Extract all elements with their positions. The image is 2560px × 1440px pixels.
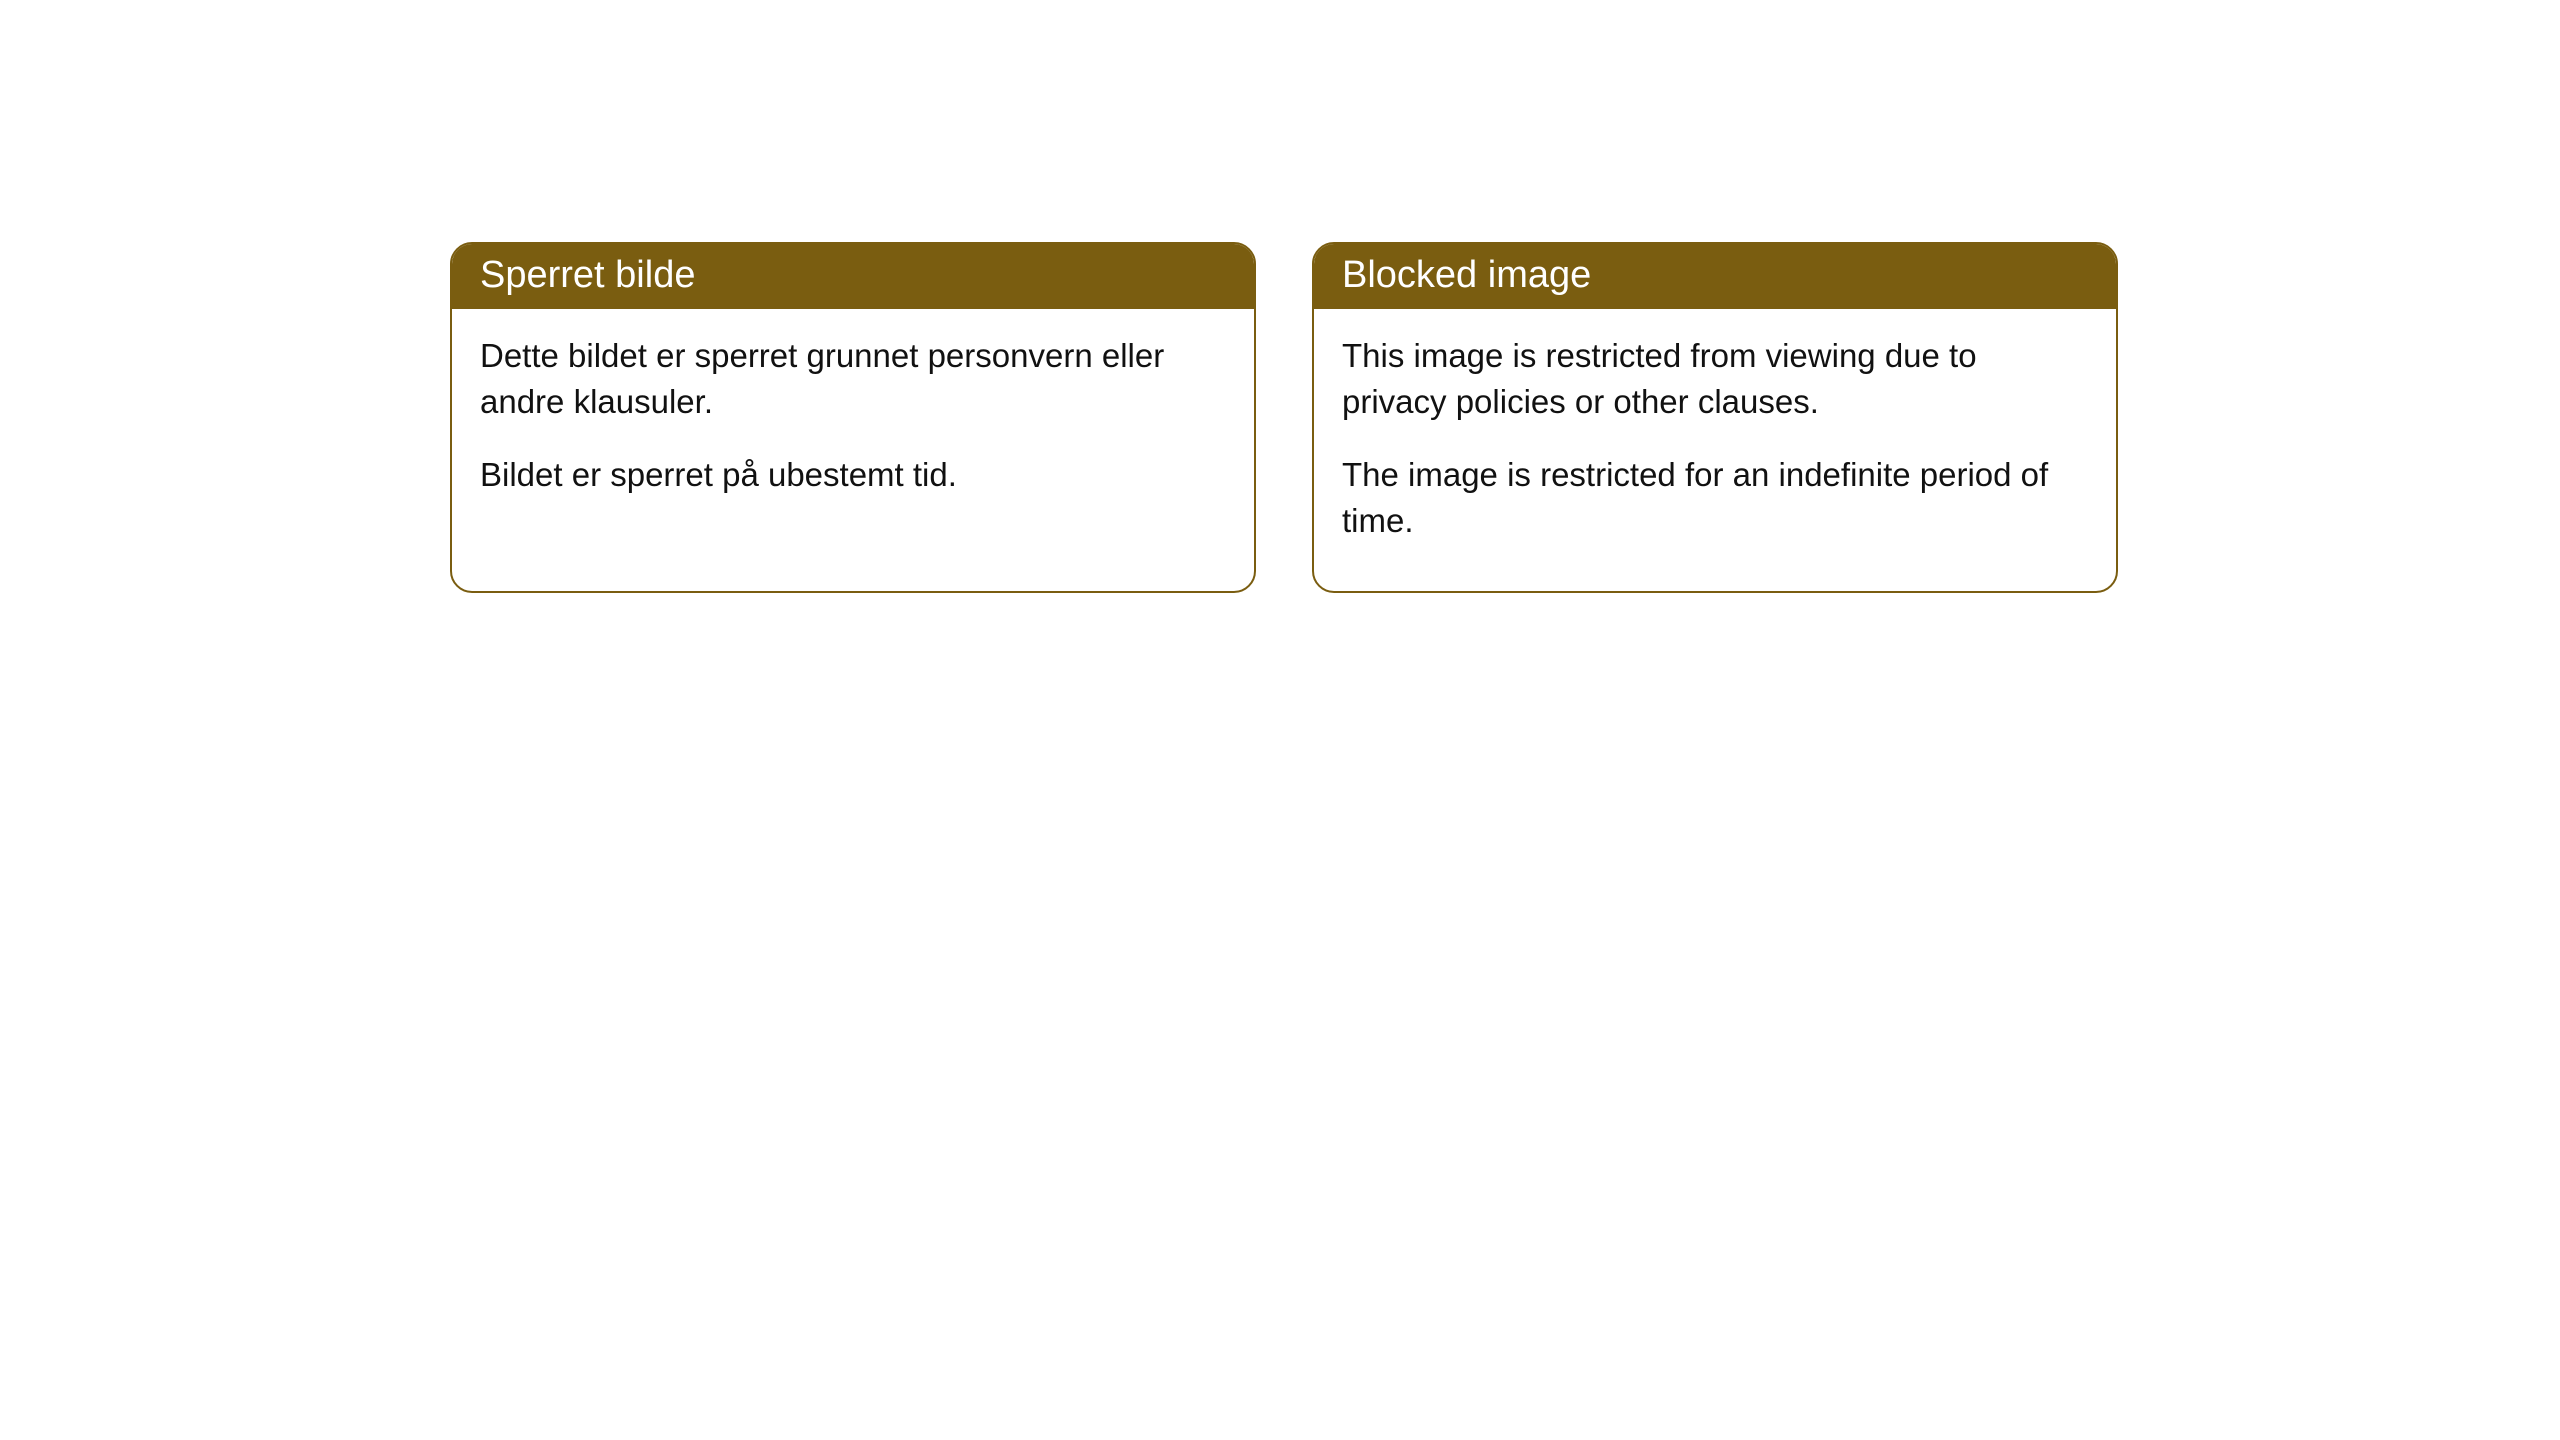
- blocked-image-card-en: Blocked image This image is restricted f…: [1312, 242, 2118, 593]
- card-header-no: Sperret bilde: [452, 244, 1254, 309]
- card-body-en: This image is restricted from viewing du…: [1314, 309, 2116, 591]
- card-body-no: Dette bildet er sperret grunnet personve…: [452, 309, 1254, 546]
- card-paragraph-en-2: The image is restricted for an indefinit…: [1342, 452, 2088, 543]
- card-paragraph-no-2: Bildet er sperret på ubestemt tid.: [480, 452, 1226, 498]
- card-paragraph-no-1: Dette bildet er sperret grunnet personve…: [480, 333, 1226, 424]
- notice-cards-container: Sperret bilde Dette bildet er sperret gr…: [450, 242, 2118, 593]
- blocked-image-card-no: Sperret bilde Dette bildet er sperret gr…: [450, 242, 1256, 593]
- card-header-en: Blocked image: [1314, 244, 2116, 309]
- card-paragraph-en-1: This image is restricted from viewing du…: [1342, 333, 2088, 424]
